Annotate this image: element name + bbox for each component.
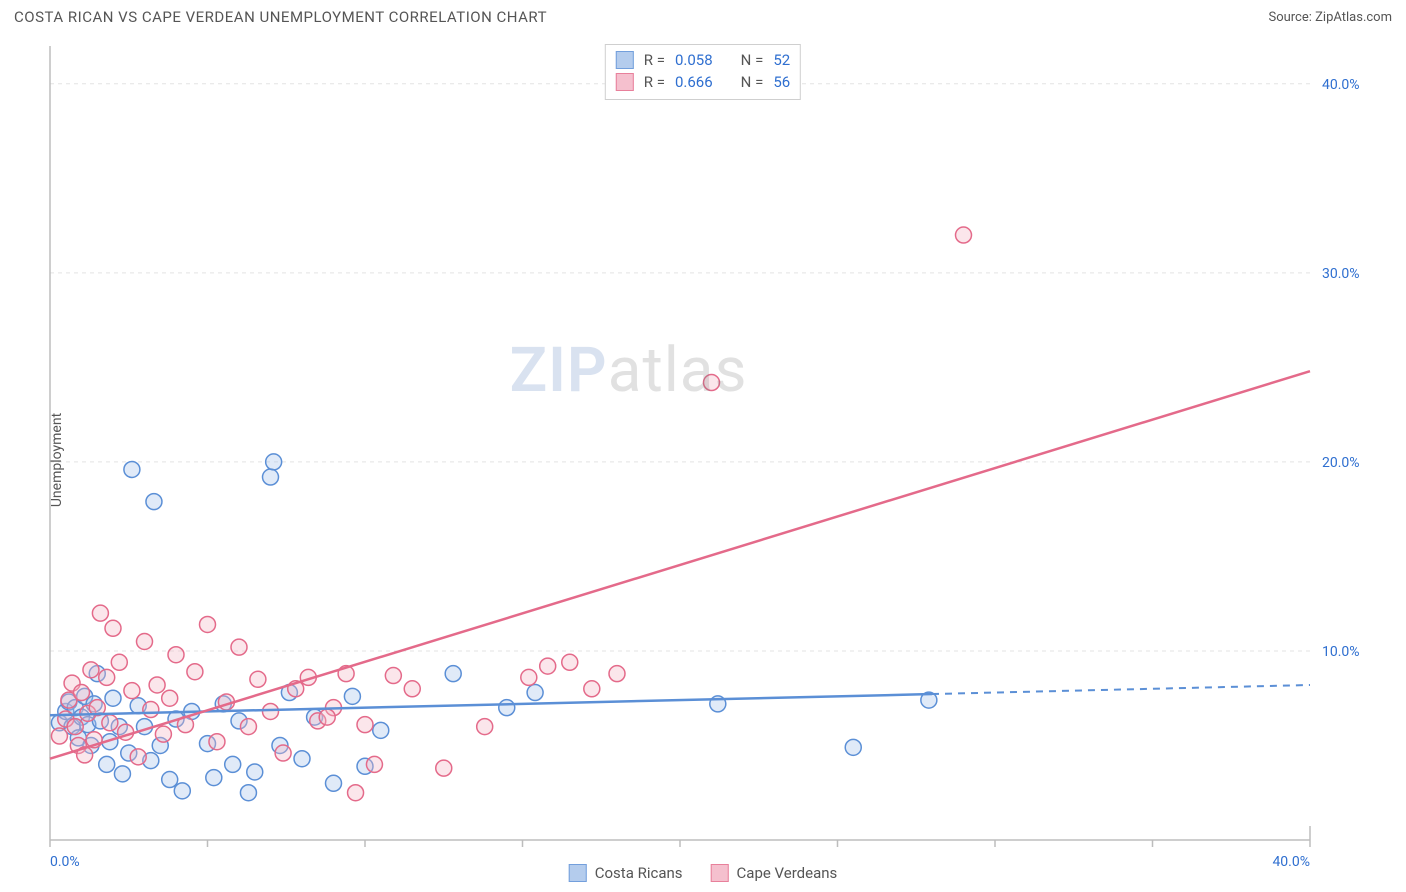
data-point — [540, 658, 556, 674]
data-point — [404, 681, 420, 697]
y-tick-label: 30.0% — [1322, 266, 1360, 282]
data-point — [105, 620, 121, 636]
data-point — [174, 783, 190, 799]
data-point — [240, 719, 256, 735]
data-point — [499, 700, 515, 716]
data-point — [137, 634, 153, 650]
data-point — [319, 709, 335, 725]
x-tick-label: 40.0% — [1272, 854, 1310, 870]
data-point — [209, 734, 225, 750]
chart-container: Unemployment 0.0% 40.0% 10.0% 20.0% 30.0% 40.… — [14, 40, 1392, 880]
data-point — [266, 454, 282, 470]
legend-item: Costa Ricans — [569, 864, 683, 882]
data-point — [247, 764, 263, 780]
data-point — [445, 666, 461, 682]
data-point — [527, 685, 543, 701]
x-tick-label: 0.0% — [50, 854, 80, 870]
y-tick-label: 20.0% — [1322, 455, 1360, 471]
trend-line-extrapolated — [932, 685, 1310, 694]
data-point — [225, 756, 241, 772]
data-point — [845, 739, 861, 755]
data-point — [584, 681, 600, 697]
stat-legend-box: R =0.058N =52R =0.666N =56 — [605, 44, 801, 100]
data-point — [146, 494, 162, 510]
data-point — [149, 677, 165, 693]
data-point — [124, 683, 140, 699]
data-point — [436, 760, 452, 776]
data-point — [74, 685, 90, 701]
trend-line — [50, 694, 932, 715]
data-point — [102, 715, 118, 731]
legend-label: Costa Ricans — [595, 864, 683, 882]
data-point — [294, 751, 310, 767]
data-point — [206, 770, 222, 786]
data-point — [263, 469, 279, 485]
data-point — [521, 669, 537, 685]
data-point — [956, 227, 972, 243]
data-point — [231, 639, 247, 655]
data-point — [357, 717, 373, 733]
data-point — [275, 745, 291, 761]
y-axis-label: Unemployment — [49, 413, 65, 507]
y-tick-label: 10.0% — [1322, 644, 1360, 660]
data-point — [366, 756, 382, 772]
data-point — [143, 702, 159, 718]
data-point — [187, 664, 203, 680]
chart-title: COSTA RICAN VS CAPE VERDEAN UNEMPLOYMENT… — [14, 8, 547, 26]
data-point — [250, 671, 266, 687]
data-point — [562, 654, 578, 670]
data-point — [111, 654, 127, 670]
scatter-plot: 0.0% 40.0% 10.0% 20.0% 30.0% 40.0% — [14, 40, 1392, 880]
data-point — [130, 749, 146, 765]
series-legend: Costa Ricans Cape Verdeans — [569, 864, 838, 882]
data-point — [99, 669, 115, 685]
data-point — [200, 616, 216, 632]
data-point — [385, 668, 401, 684]
data-point — [51, 728, 67, 744]
legend-swatch — [616, 73, 634, 91]
data-point — [67, 719, 83, 735]
stat-legend-row: R =0.058N =52 — [616, 49, 790, 71]
data-point — [609, 666, 625, 682]
data-point — [344, 688, 360, 704]
y-tick-label: 40.0% — [1322, 77, 1360, 93]
data-point — [326, 775, 342, 791]
stat-legend-row: R =0.666N =56 — [616, 71, 790, 93]
legend-swatch — [616, 51, 634, 69]
data-point — [704, 375, 720, 391]
data-point — [99, 756, 115, 772]
legend-label: Cape Verdeans — [737, 864, 838, 882]
source-attribution: Source: ZipAtlas.com — [1268, 10, 1392, 25]
data-point — [162, 690, 178, 706]
data-point — [162, 772, 178, 788]
data-point — [168, 647, 184, 663]
data-point — [263, 703, 279, 719]
legend-swatch — [569, 864, 587, 882]
data-point — [92, 605, 108, 621]
data-point — [477, 719, 493, 735]
data-point — [348, 785, 364, 801]
legend-swatch — [711, 864, 729, 882]
data-point — [83, 662, 99, 678]
data-point — [240, 785, 256, 801]
data-point — [114, 766, 130, 782]
data-point — [105, 690, 121, 706]
data-point — [373, 722, 389, 738]
legend-item: Cape Verdeans — [711, 864, 838, 882]
data-point — [124, 461, 140, 477]
data-point — [155, 726, 171, 742]
